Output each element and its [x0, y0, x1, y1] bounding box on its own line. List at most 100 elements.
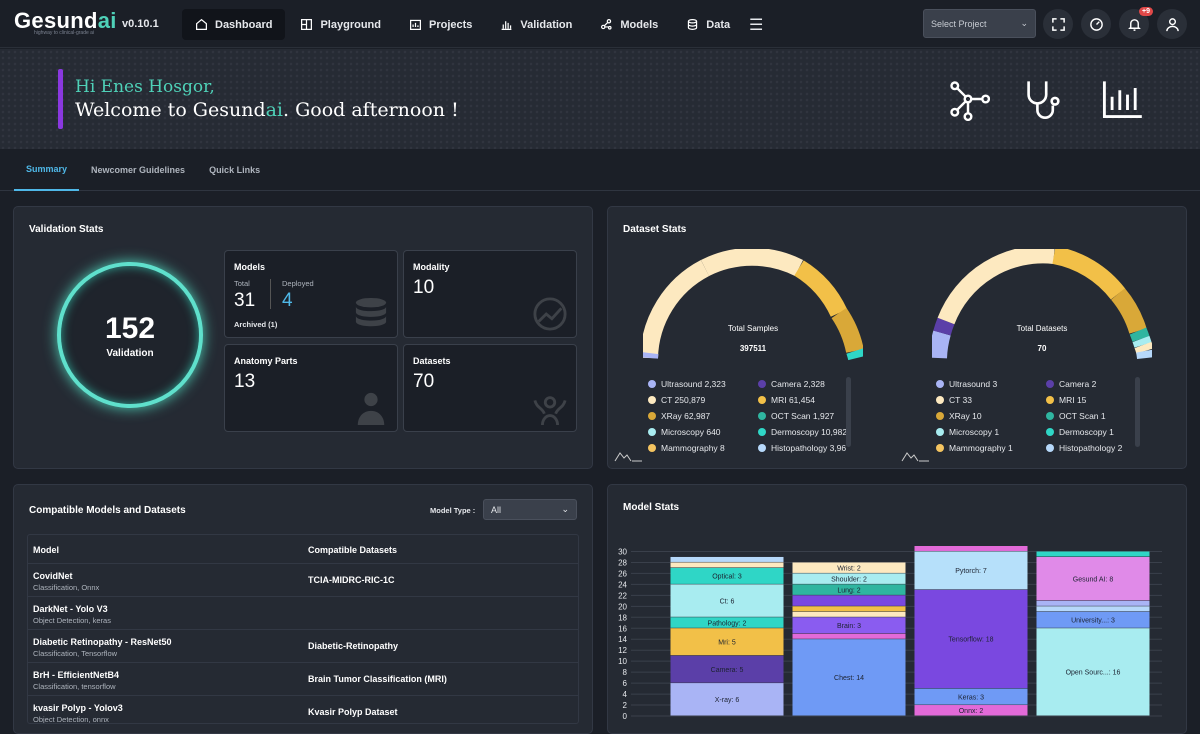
bar-segment[interactable] — [914, 546, 1028, 551]
bar-segment[interactable] — [1036, 628, 1150, 716]
tagline: highway to clinical-grade ai — [34, 30, 95, 36]
bar-segment[interactable] — [670, 567, 784, 584]
datasets-stat-card[interactable]: Datasets 70 — [403, 344, 577, 432]
bar-label: Pathology: 2 — [708, 620, 747, 627]
legend-scrollbar[interactable] — [1135, 377, 1140, 447]
legend-item: Ultrasound 2,323 — [648, 379, 726, 389]
bar-segment[interactable] — [670, 556, 784, 562]
table-row[interactable]: DarkNet - Yolo V3 Object Detection, keras — [28, 597, 578, 630]
nav-validation[interactable]: Validation — [487, 9, 585, 40]
y-tick-label: 14 — [618, 635, 627, 644]
validation-count-ring: 152 Validation — [57, 262, 203, 408]
legend-dot — [758, 396, 766, 404]
tab-newcomer-guidelines[interactable]: Newcomer Guidelines — [91, 165, 186, 175]
legend-dot — [648, 444, 656, 452]
datasets-value: 70 — [413, 371, 435, 392]
legend-item: OCT Scan 1 — [1046, 411, 1106, 421]
bar-segment[interactable] — [1036, 611, 1150, 628]
welcome-logo-ai: ai — [265, 99, 284, 121]
bar-segment[interactable] — [914, 551, 1028, 590]
bar-segment[interactable] — [670, 584, 784, 617]
models-title: Models — [234, 262, 266, 272]
nav-data[interactable]: Data — [673, 9, 743, 40]
samples-gauge — [643, 249, 863, 361]
y-tick-label: 16 — [618, 624, 627, 633]
logo-text: Gesund — [14, 8, 98, 33]
speed-button[interactable] — [1081, 9, 1111, 39]
modality-stat-card[interactable]: Modality 10 — [403, 250, 577, 338]
modality-title: Modality — [413, 262, 450, 272]
legend-label: Ultrasound 2,323 — [661, 379, 726, 389]
hamburger-menu-icon[interactable]: ☰ — [748, 16, 764, 34]
legend-dot — [648, 428, 656, 436]
notification-badge: +9 — [1139, 7, 1153, 16]
bar-segment[interactable] — [670, 683, 784, 716]
legend-item: Microscopy 1 — [936, 427, 999, 437]
select-project-value: Select Project — [931, 18, 987, 29]
nav-models[interactable]: Models — [587, 9, 671, 40]
fullscreen-button[interactable] — [1043, 9, 1073, 39]
nav-playground[interactable]: Playground — [287, 9, 394, 40]
bar-segment[interactable] — [1036, 556, 1150, 601]
legend-dot — [936, 428, 944, 436]
bar-segment[interactable] — [792, 562, 906, 573]
bar-label: Tensorflow: 18 — [948, 637, 993, 644]
legend-item: Histopathology 3,96 — [758, 443, 846, 453]
anatomy-stat-card[interactable]: Anatomy Parts 13 — [224, 344, 398, 432]
bar-label: X-ray: 6 — [715, 697, 740, 704]
bar-segment[interactable] — [792, 606, 906, 612]
bar-segment[interactable] — [792, 617, 906, 634]
bar-segment[interactable] — [792, 584, 906, 595]
chevron-down-icon: ⌄ — [561, 504, 569, 514]
legend-scrollbar[interactable] — [846, 377, 851, 447]
legend-dot — [648, 396, 656, 404]
validation-stats-card: Validation Stats 152 Validation Models T… — [13, 206, 593, 469]
bar-segment[interactable] — [670, 617, 784, 628]
bar-segment[interactable] — [792, 573, 906, 584]
model-meta: Classification, Onnx — [33, 583, 100, 592]
y-tick-label: 6 — [623, 679, 628, 688]
bar-segment[interactable] — [914, 589, 1028, 689]
bar-segment[interactable] — [1036, 606, 1150, 612]
model-name: Diabetic Retinopathy - ResNet50 — [33, 637, 172, 647]
user-profile-button[interactable] — [1157, 9, 1187, 39]
user-icon — [1165, 17, 1179, 31]
legend-item: Histopathology 2 — [1046, 443, 1122, 453]
table-row[interactable]: BrH - EfficientNetB4 Classification, tens… — [28, 663, 578, 696]
legend-item: Camera 2,328 — [758, 379, 825, 389]
bar-segment[interactable] — [792, 633, 906, 639]
bar-segment[interactable] — [792, 595, 906, 606]
legend-item: Ultrasound 3 — [936, 379, 997, 389]
nav-dashboard[interactable]: Dashboard — [182, 9, 286, 40]
bar-segment[interactable] — [670, 655, 784, 683]
fullscreen-icon — [1051, 17, 1065, 31]
legend-dot — [1046, 428, 1054, 436]
bar-segment[interactable] — [670, 628, 784, 656]
bar-label: Pytorch: 7 — [955, 568, 987, 575]
table-row[interactable]: CovidNet Classification, Onnx TCIA-MIDRC-R… — [28, 564, 578, 597]
select-project-dropdown[interactable]: Select Project ⌄ — [923, 9, 1036, 38]
notifications-button[interactable]: +9 — [1119, 7, 1153, 39]
table-row[interactable]: kvasir Polyp - Yolov3 Object Detection, o… — [28, 696, 578, 723]
legend-label: XRay 10 — [949, 411, 982, 421]
table-row[interactable]: Diabetic Retinopathy - ResNet50 Classific… — [28, 630, 578, 663]
bar-segment[interactable] — [792, 611, 906, 617]
bar-segment[interactable] — [914, 705, 1028, 716]
bar-segment[interactable] — [1036, 551, 1150, 557]
legend-item: Mammography 1 — [936, 443, 1013, 453]
bar-segment[interactable] — [914, 688, 1028, 705]
legend-dot — [648, 380, 656, 388]
bar-segment[interactable] — [1036, 600, 1150, 606]
bar-label: Mri: 5 — [718, 639, 736, 646]
legend-item: MRI 61,454 — [758, 395, 815, 405]
bar-segment[interactable] — [792, 639, 906, 716]
tab-quick-links[interactable]: Quick Links — [209, 165, 261, 175]
logo[interactable]: Gesundai — [14, 8, 117, 34]
models-stat-card[interactable]: Models Total 31 Deployed 4 Archived (1) — [224, 250, 398, 338]
bar-label: Shoulder: 2 — [831, 576, 867, 583]
bar-segment[interactable] — [670, 562, 784, 568]
model-type-dropdown[interactable]: All ⌄ — [483, 499, 577, 520]
database-icon — [688, 19, 698, 30]
nav-projects[interactable]: Projects — [396, 9, 485, 40]
tab-summary[interactable]: Summary — [14, 149, 80, 191]
